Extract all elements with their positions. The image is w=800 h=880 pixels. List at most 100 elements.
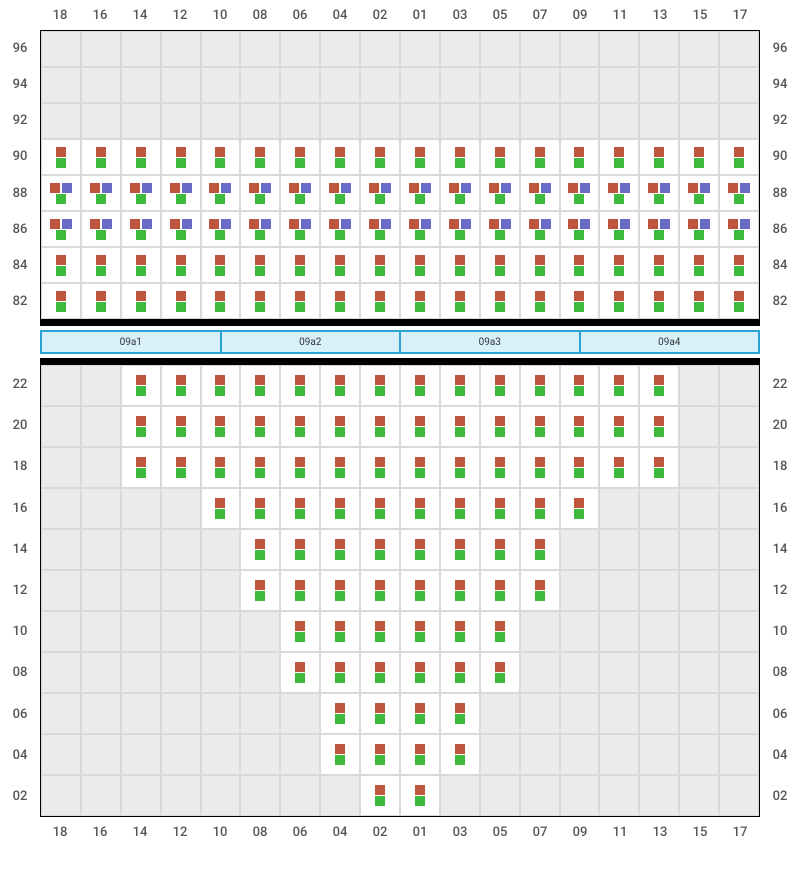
zone-label[interactable]: 09a4 <box>581 332 759 352</box>
seat-cell[interactable] <box>161 283 201 319</box>
seat-cell[interactable] <box>520 283 560 319</box>
seat-cell[interactable] <box>719 211 759 247</box>
seat-cell[interactable] <box>560 447 600 488</box>
seat-cell[interactable] <box>560 365 600 406</box>
seat-cell[interactable] <box>480 447 520 488</box>
seat-cell[interactable] <box>639 139 679 175</box>
seat-cell[interactable] <box>440 693 480 734</box>
seat-cell[interactable] <box>520 529 560 570</box>
seat-cell[interactable] <box>560 488 600 529</box>
seat-cell[interactable] <box>201 406 241 447</box>
seat-cell[interactable] <box>480 139 520 175</box>
seat-cell[interactable] <box>360 283 400 319</box>
seat-cell[interactable] <box>320 175 360 211</box>
seat-cell[interactable] <box>320 406 360 447</box>
seat-cell[interactable] <box>480 611 520 652</box>
seat-cell[interactable] <box>201 447 241 488</box>
seat-cell[interactable] <box>400 365 440 406</box>
seat-cell[interactable] <box>520 175 560 211</box>
seat-cell[interactable] <box>360 139 400 175</box>
seat-cell[interactable] <box>360 775 400 816</box>
seat-cell[interactable] <box>400 247 440 283</box>
seat-cell[interactable] <box>560 211 600 247</box>
seat-cell[interactable] <box>599 247 639 283</box>
seat-cell[interactable] <box>440 247 480 283</box>
seat-cell[interactable] <box>360 529 400 570</box>
seat-cell[interactable] <box>719 175 759 211</box>
seat-cell[interactable] <box>320 570 360 611</box>
seat-cell[interactable] <box>360 211 400 247</box>
seat-cell[interactable] <box>320 365 360 406</box>
seat-cell[interactable] <box>320 447 360 488</box>
seat-cell[interactable] <box>121 139 161 175</box>
seat-cell[interactable] <box>121 247 161 283</box>
seat-cell[interactable] <box>41 211 81 247</box>
seat-cell[interactable] <box>639 283 679 319</box>
seat-cell[interactable] <box>320 652 360 693</box>
seat-cell[interactable] <box>81 283 121 319</box>
seat-cell[interactable] <box>639 406 679 447</box>
seat-cell[interactable] <box>320 734 360 775</box>
seat-cell[interactable] <box>400 406 440 447</box>
seat-cell[interactable] <box>280 175 320 211</box>
seat-cell[interactable] <box>201 247 241 283</box>
zone-label[interactable]: 09a1 <box>42 332 222 352</box>
seat-cell[interactable] <box>679 175 719 211</box>
seat-cell[interactable] <box>320 139 360 175</box>
seat-cell[interactable] <box>480 406 520 447</box>
seat-cell[interactable] <box>440 139 480 175</box>
seat-cell[interactable] <box>41 139 81 175</box>
seat-cell[interactable] <box>440 570 480 611</box>
seat-cell[interactable] <box>360 488 400 529</box>
seat-cell[interactable] <box>201 139 241 175</box>
seat-cell[interactable] <box>440 611 480 652</box>
seat-cell[interactable] <box>41 247 81 283</box>
seat-cell[interactable] <box>400 775 440 816</box>
seat-cell[interactable] <box>400 175 440 211</box>
seat-cell[interactable] <box>280 139 320 175</box>
seat-cell[interactable] <box>520 247 560 283</box>
seat-cell[interactable] <box>639 211 679 247</box>
seat-cell[interactable] <box>360 611 400 652</box>
seat-cell[interactable] <box>320 247 360 283</box>
seat-cell[interactable] <box>161 447 201 488</box>
seat-cell[interactable] <box>280 283 320 319</box>
seat-cell[interactable] <box>719 139 759 175</box>
seat-cell[interactable] <box>360 247 400 283</box>
seat-cell[interactable] <box>280 365 320 406</box>
seat-cell[interactable] <box>320 488 360 529</box>
seat-cell[interactable] <box>320 211 360 247</box>
seat-cell[interactable] <box>201 365 241 406</box>
seat-cell[interactable] <box>400 488 440 529</box>
seat-cell[interactable] <box>121 211 161 247</box>
seat-cell[interactable] <box>719 283 759 319</box>
seat-cell[interactable] <box>161 406 201 447</box>
seat-cell[interactable] <box>400 652 440 693</box>
seat-cell[interactable] <box>280 652 320 693</box>
seat-cell[interactable] <box>320 693 360 734</box>
seat-cell[interactable] <box>240 283 280 319</box>
seat-cell[interactable] <box>599 365 639 406</box>
seat-cell[interactable] <box>360 175 400 211</box>
seat-cell[interactable] <box>320 529 360 570</box>
seat-cell[interactable] <box>280 570 320 611</box>
seat-cell[interactable] <box>400 734 440 775</box>
seat-cell[interactable] <box>81 175 121 211</box>
seat-cell[interactable] <box>599 447 639 488</box>
seat-cell[interactable] <box>41 283 81 319</box>
seat-cell[interactable] <box>639 175 679 211</box>
seat-cell[interactable] <box>679 211 719 247</box>
seat-cell[interactable] <box>240 570 280 611</box>
seat-cell[interactable] <box>560 175 600 211</box>
seat-cell[interactable] <box>480 570 520 611</box>
seat-cell[interactable] <box>240 488 280 529</box>
seat-cell[interactable] <box>560 406 600 447</box>
seat-cell[interactable] <box>400 447 440 488</box>
seat-cell[interactable] <box>240 211 280 247</box>
seat-cell[interactable] <box>201 488 241 529</box>
seat-cell[interactable] <box>400 570 440 611</box>
seat-cell[interactable] <box>240 365 280 406</box>
seat-cell[interactable] <box>121 283 161 319</box>
seat-cell[interactable] <box>440 488 480 529</box>
seat-cell[interactable] <box>599 139 639 175</box>
